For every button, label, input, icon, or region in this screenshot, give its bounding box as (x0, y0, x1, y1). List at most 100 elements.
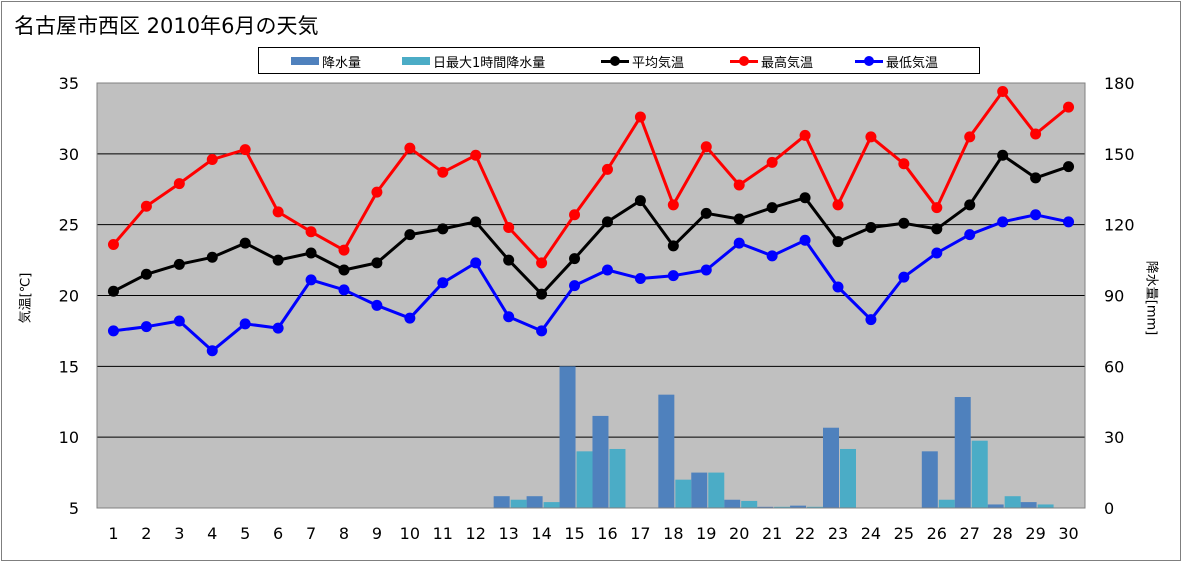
bar-precipitation (1020, 502, 1037, 508)
x-tick-label: 1 (108, 524, 118, 543)
bar-max-hourly-precipitation (675, 479, 692, 508)
point-min-temperature (733, 237, 745, 249)
point-max-temperature (503, 222, 515, 233)
point-max-temperature (733, 179, 745, 191)
legend-swatch-max-hourly-precipitation (402, 57, 430, 65)
point-mean-temperature (503, 254, 515, 266)
point-max-temperature (338, 244, 350, 256)
legend-item-max-temperature: 最高気温 (730, 53, 814, 71)
legend-item-precipitation: 降水量 (291, 53, 362, 71)
y-tick-label-right: 0 (1104, 499, 1114, 518)
point-mean-temperature (997, 149, 1009, 161)
point-min-temperature (272, 322, 284, 334)
bar-max-hourly-precipitation (741, 500, 758, 508)
bar-max-hourly-precipitation (938, 499, 955, 508)
y-tick-label-right: 60 (1104, 357, 1124, 376)
line-mean-temperature (112, 153, 1069, 296)
y-tick-label-right: 150 (1104, 145, 1135, 164)
x-tick-label: 19 (696, 524, 716, 543)
point-mean-temperature (832, 236, 844, 248)
point-min-temperature (799, 234, 811, 246)
point-max-temperature (667, 199, 679, 211)
x-tick-label: 4 (207, 524, 217, 543)
point-min-temperature (766, 250, 778, 262)
point-mean-temperature (239, 237, 251, 249)
bar-max-hourly-precipitation (708, 472, 725, 508)
point-mean-temperature (700, 207, 712, 219)
legend-label-max-hourly-precipitation: 日最大1時間降水量 (433, 55, 546, 71)
point-min-temperature (601, 264, 613, 276)
point-min-temperature (1030, 209, 1042, 221)
point-max-temperature (239, 144, 251, 156)
point-min-temperature (634, 273, 646, 284)
point-mean-temperature (173, 258, 185, 270)
point-min-temperature (865, 314, 877, 326)
point-min-temperature (173, 315, 185, 327)
point-max-temperature (931, 202, 943, 214)
x-tick-label: 29 (1025, 524, 1045, 543)
x-tick-label: 6 (273, 524, 283, 543)
x-tick-label: 5 (240, 524, 250, 543)
point-max-temperature (898, 158, 910, 170)
x-tick-label: 15 (564, 524, 584, 543)
legend-item-max-hourly-precipitation: 日最大1時間降水量 (402, 53, 546, 71)
x-tick-label: 23 (828, 524, 848, 543)
point-mean-temperature (140, 268, 152, 280)
point-mean-temperature (898, 217, 910, 229)
point-max-temperature (305, 226, 317, 238)
point-mean-temperature (569, 253, 581, 265)
bar-max-hourly-precipitation (1037, 504, 1054, 508)
legend-label-mean-temperature: 平均気温 (632, 55, 685, 71)
bar-precipitation (691, 472, 708, 508)
plot-border (96, 82, 1086, 509)
point-max-temperature (437, 166, 449, 178)
bar-max-hourly-precipitation (971, 440, 988, 508)
point-max-temperature (766, 156, 778, 168)
legend-swatch-min-temperature (855, 55, 883, 67)
bar-precipitation (790, 505, 807, 508)
bar-precipitation (526, 496, 543, 508)
point-max-temperature (799, 129, 811, 141)
point-min-temperature (206, 345, 218, 357)
bar-max-hourly-precipitation (510, 499, 527, 508)
x-tick-label: 24 (861, 524, 881, 543)
point-min-temperature (470, 257, 482, 269)
bar-max-hourly-precipitation (1004, 496, 1021, 508)
x-tick-label: 20 (729, 524, 749, 543)
legend-item-mean-temperature: 平均気温 (601, 53, 685, 71)
x-tick-label: 28 (992, 524, 1012, 543)
point-max-temperature (1030, 128, 1042, 140)
point-min-temperature (931, 247, 943, 259)
point-mean-temperature (404, 229, 416, 241)
legend-label-precipitation: 降水量 (322, 55, 362, 71)
point-max-temperature (997, 86, 1009, 97)
y-tick-label-left: 20 (59, 287, 79, 306)
x-tick-label: 16 (597, 524, 617, 543)
point-min-temperature (371, 299, 383, 311)
point-min-temperature (898, 271, 910, 283)
bar-precipitation (592, 415, 609, 508)
legend-label-max-temperature: 最高気温 (761, 55, 814, 71)
point-max-temperature (206, 154, 218, 165)
point-min-temperature (667, 270, 679, 282)
bar-precipitation (921, 451, 938, 508)
point-min-temperature (305, 274, 317, 286)
point-min-temperature (964, 229, 976, 241)
line-min-temperature (113, 213, 1069, 353)
point-mean-temperature (931, 223, 943, 235)
point-max-temperature (634, 111, 646, 123)
point-min-temperature (107, 325, 119, 337)
y-tick-label-left: 15 (59, 357, 79, 376)
point-min-temperature (700, 264, 712, 276)
y-tick-label-left: 10 (59, 428, 79, 447)
point-mean-temperature (766, 202, 778, 214)
point-min-temperature (832, 281, 844, 293)
x-tick-label: 10 (400, 524, 420, 543)
x-tick-label: 9 (372, 524, 382, 543)
point-mean-temperature (1030, 172, 1042, 184)
bar-precipitation (757, 506, 774, 508)
bar-precipitation (724, 499, 741, 508)
point-max-temperature (404, 142, 416, 154)
point-mean-temperature (667, 240, 679, 252)
y-tick-label-right: 120 (1104, 216, 1135, 235)
